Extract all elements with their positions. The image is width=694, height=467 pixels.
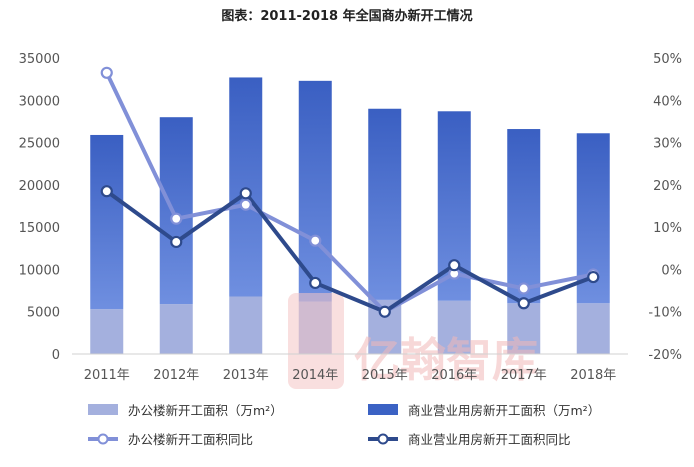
legend-label: 商业营业用房新开工面积（万m²） [408, 403, 600, 418]
line-commercial-yoy [104, 189, 596, 314]
y-left-tick-label: 35000 [19, 52, 60, 67]
point-commercial-yoy [517, 297, 530, 310]
y-left-tick-label: 0 [52, 348, 60, 363]
point-commercial-yoy [448, 259, 461, 272]
y-right-tick-label: 50% [653, 52, 682, 67]
bar-commercial [368, 108, 402, 300]
chart-title: 图表：2011-2018 年全国商办新开工情况 [221, 8, 472, 24]
bar-office [507, 303, 541, 354]
bar-commercial [298, 80, 332, 302]
legend-label: 商业营业用房新开工面积同比 [408, 432, 571, 447]
legend: 办公楼新开工面积（万m²） 商业营业用房新开工面积（万m²） 办公楼新开工面积同比 商… [88, 403, 600, 447]
y-right-tick-label: 10% [653, 221, 682, 236]
bar-office [90, 309, 124, 354]
x-tick-label: 2017年 [501, 368, 547, 383]
x-tick-label: 2018年 [570, 368, 616, 383]
x-tick-label: 2013年 [223, 368, 269, 383]
point-commercial-yoy [100, 185, 113, 198]
y-right-tick-label: -10% [648, 306, 682, 321]
legend-swatch [88, 404, 118, 415]
point-office-yoy [239, 198, 252, 211]
y-right-tick-label: 0% [661, 263, 682, 278]
x-tick-label: 2015年 [362, 368, 408, 383]
bar-office [229, 296, 263, 354]
legend-marker [97, 433, 109, 445]
x-axis: 2011年 2012年 2013年 2014年 2015年 2016年 2017年 2018年 [72, 353, 628, 383]
line-office-yoy [104, 70, 596, 314]
legend-marker [377, 433, 389, 445]
x-tick-label: 2011年 [84, 368, 130, 383]
y-left-tick-label: 30000 [19, 94, 60, 109]
y-right-tick-label: 20% [653, 179, 682, 194]
y-left-tick-label: 10000 [19, 263, 60, 278]
lines-group [100, 66, 600, 318]
y-axis-right: -20% -10% 0% 10% 20% 30% 40% 50% [648, 52, 682, 363]
point-office-yoy [100, 66, 113, 79]
point-office-yoy [517, 282, 530, 295]
legend-label: 办公楼新开工面积（万m²） [128, 403, 283, 418]
y-right-tick-label: -20% [648, 348, 682, 363]
bar-office [576, 303, 610, 354]
bars-group [90, 77, 610, 354]
watermark-logo-mark [288, 293, 344, 389]
x-tick-label: 2016年 [431, 368, 477, 383]
point-commercial-yoy [170, 235, 183, 249]
x-tick-label: 2012年 [153, 368, 199, 383]
legend-swatch [368, 404, 398, 415]
y-right-tick-label: 30% [653, 137, 682, 152]
point-commercial-yoy [378, 305, 391, 318]
point-commercial-yoy [587, 270, 600, 284]
watermark-text: 亿翰智库 [354, 333, 538, 387]
bar-commercial [229, 77, 263, 297]
y-left-tick-label: 20000 [19, 179, 60, 194]
y-axis-left: 0 5000 10000 15000 20000 25000 30000 35000 [19, 52, 60, 363]
x-tick-label: 2014年 [292, 368, 338, 383]
watermark: 亿翰智库 [288, 293, 538, 389]
bar-office [159, 304, 193, 354]
legend-label: 办公楼新开工面积同比 [128, 432, 253, 447]
y-left-tick-label: 25000 [19, 137, 60, 152]
y-right-tick-label: 40% [653, 94, 682, 109]
bar-commercial [90, 134, 124, 310]
point-office-yoy [170, 212, 183, 225]
bar-commercial [507, 129, 541, 304]
bar-office [437, 300, 471, 354]
point-commercial-yoy [239, 187, 252, 200]
y-left-tick-label: 5000 [27, 306, 60, 321]
bar-commercial [159, 117, 193, 305]
point-office-yoy [309, 234, 322, 247]
y-left-tick-label: 15000 [19, 221, 60, 236]
point-commercial-yoy [309, 276, 322, 290]
